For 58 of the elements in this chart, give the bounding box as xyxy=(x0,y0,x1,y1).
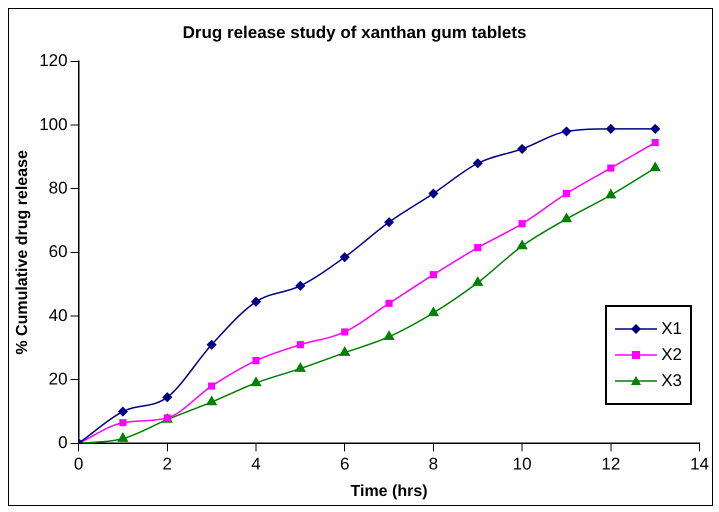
point xyxy=(206,396,217,406)
legend-label: X3 xyxy=(661,371,682,391)
x-axis-title: Time (hrs) xyxy=(350,482,428,500)
x-tick-label: 6 xyxy=(340,454,350,474)
point xyxy=(472,276,483,286)
point xyxy=(162,392,172,402)
y-axis-title: % Cumulative drug release xyxy=(14,150,32,355)
point xyxy=(384,217,394,227)
x-tick-label: 2 xyxy=(162,454,172,474)
point xyxy=(607,164,614,172)
x-tick-label: 12 xyxy=(601,454,620,474)
chart-title: Drug release study of xanthan gum tablets xyxy=(182,22,526,42)
x-tick-label: 8 xyxy=(428,454,438,474)
legend-label: X1 xyxy=(661,319,682,339)
point xyxy=(518,220,526,228)
point xyxy=(295,362,306,372)
point xyxy=(208,382,216,390)
point xyxy=(251,296,261,306)
y-tick-label: 80 xyxy=(48,178,68,198)
point xyxy=(118,432,128,442)
point xyxy=(384,331,394,340)
point xyxy=(473,158,483,168)
point xyxy=(206,340,216,350)
point xyxy=(296,281,306,291)
point xyxy=(250,377,262,386)
y-tick-label: 60 xyxy=(48,242,68,262)
y-tick-label: 20 xyxy=(48,369,68,388)
y-tick-label: 100 xyxy=(39,114,68,134)
point xyxy=(650,162,660,172)
point xyxy=(474,244,482,252)
point xyxy=(252,357,260,364)
y-tick-label: 120 xyxy=(39,51,68,70)
point xyxy=(562,190,570,198)
y-tick-label: 0 xyxy=(58,433,68,452)
point xyxy=(517,144,527,154)
point xyxy=(606,189,616,198)
x-tick-label: 0 xyxy=(74,454,84,474)
point xyxy=(119,419,126,426)
point xyxy=(428,307,438,316)
point xyxy=(428,188,438,198)
point xyxy=(517,240,528,250)
point xyxy=(606,124,616,134)
point xyxy=(118,406,128,416)
x-tick-label: 4 xyxy=(251,454,261,474)
legend-label: X2 xyxy=(661,345,682,365)
point xyxy=(385,300,393,307)
point xyxy=(430,271,437,278)
point xyxy=(652,138,659,146)
point xyxy=(650,124,660,134)
point xyxy=(561,213,572,222)
point xyxy=(562,126,572,136)
point xyxy=(340,252,350,262)
point xyxy=(296,341,304,348)
x-tick-label: 14 xyxy=(690,454,710,474)
y-tick-label: 40 xyxy=(48,306,68,325)
point xyxy=(340,346,350,356)
x-tick-label: 10 xyxy=(512,454,532,474)
point xyxy=(341,328,348,336)
